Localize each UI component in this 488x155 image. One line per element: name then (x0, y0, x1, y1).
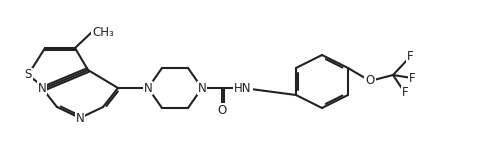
Text: S: S (24, 69, 32, 82)
Text: N: N (38, 82, 46, 95)
Text: O: O (217, 104, 226, 117)
Text: F: F (408, 71, 415, 84)
Text: CH₃: CH₃ (92, 26, 114, 38)
Text: O: O (366, 75, 375, 88)
Text: F: F (402, 86, 408, 100)
Text: N: N (76, 111, 84, 124)
Text: HN: HN (234, 82, 252, 95)
Text: N: N (143, 82, 152, 95)
Text: N: N (198, 82, 206, 95)
Text: F: F (407, 51, 413, 64)
